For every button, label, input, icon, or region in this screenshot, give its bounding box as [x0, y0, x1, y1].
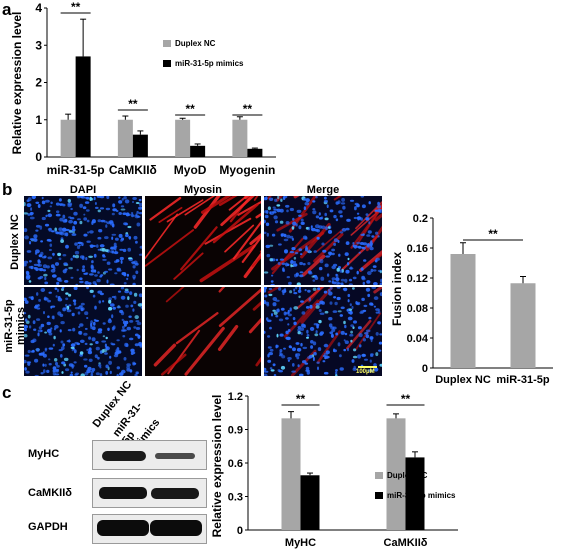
panel-letter-a: a [2, 0, 12, 19]
band-camkii-mimics [151, 488, 199, 499]
chart-c: Relative expression level 0 0.3 0.6 0.9 1.2 M… [210, 391, 458, 549]
chart-b-ytick-label: 0.04 [407, 333, 429, 345]
row-label-duplex-nc: Duplex NC [9, 214, 21, 270]
chart-a-bar [60, 119, 76, 157]
chart-c-legend-swatch [375, 492, 383, 499]
chart-a-bar [132, 134, 148, 157]
micro-merge-mimics: 100μM [264, 287, 382, 376]
blot-gapdh [92, 514, 207, 544]
chart-a-sig-label: ** [71, 0, 81, 14]
chart-a: Relative expression level 0 1 2 3 4 miR-31-5p… [10, 0, 276, 177]
chart-a-bar [232, 119, 248, 157]
chart-a-plot: 0 1 2 3 4 miR-31-5p ** CaMKIIδ ** MyoD ** Myogenin *… [35, 0, 276, 177]
band-camkii-nc [99, 487, 147, 499]
col-title-dapi: DAPI [69, 184, 97, 196]
band-myhc-nc [102, 451, 146, 461]
chart-b: Fusion index 0 0.04 0.08 0.12 0.16 0.2 Duplex … [390, 213, 553, 386]
chart-c-legend-swatch [375, 472, 383, 479]
chart-a-ytick-label: 3 [35, 38, 42, 52]
chart-a-category-label: miR-31-5p [47, 163, 105, 177]
chart-c-sig-label: ** [296, 392, 306, 406]
micro-dapi-mimics [24, 287, 142, 376]
band-gapdh-nc [97, 520, 149, 536]
panel-letter-c: c [2, 383, 12, 402]
chart-c-sig-label: ** [401, 392, 411, 406]
chart-c-plot: 0 0.3 0.6 0.9 1.2 MyHC ** CaMKIIδ ** Duplex NC miR… [228, 391, 458, 549]
chart-b-category-label: miR-31-5p [496, 374, 549, 386]
chart-a-bar [117, 119, 133, 157]
chart-a-ytick-label: 2 [35, 76, 42, 90]
blot-camkii [92, 478, 207, 508]
band-gapdh-mimics [150, 520, 202, 536]
chart-a-ytick-label: 4 [35, 1, 42, 15]
blot-label-gapdh: GAPDH [28, 521, 68, 533]
chart-a-bar [75, 56, 91, 157]
chart-b-bar [510, 283, 536, 368]
blot-label-myhc: MyHC [28, 448, 60, 460]
blot-myhc [92, 440, 207, 470]
chart-b-sig-label: ** [488, 227, 498, 241]
chart-c-ytick-label: 0.6 [228, 458, 243, 470]
chart-c-category-label: CaMKIIδ [384, 537, 428, 549]
chart-b-category-label: Duplex NC [435, 374, 491, 386]
chart-b-ytick-label: 0.08 [407, 303, 428, 315]
micro-myosin-mimics [145, 287, 261, 376]
chart-a-sig-label: ** [128, 97, 138, 111]
scale-bar [358, 366, 377, 368]
chart-a-category-label: CaMKIIδ [109, 163, 157, 177]
chart-b-ytick-label: 0.12 [407, 273, 428, 285]
chart-c-legend-label: Duplex NC [387, 471, 428, 480]
chart-a-bar [247, 148, 263, 157]
chart-a-legend-label: Duplex NC [175, 39, 216, 48]
band-myhc-mimics [155, 453, 195, 459]
chart-b-ylabel: Fusion index [390, 252, 404, 326]
chart-b-ytick-label: 0 [422, 363, 428, 375]
chart-c-bar [405, 457, 425, 530]
chart-a-legend-swatch [163, 40, 171, 47]
micro-myosin-nc [145, 196, 261, 285]
chart-c-ylabel: Relative expression level [210, 395, 224, 538]
chart-a-sig-label: ** [185, 102, 195, 116]
chart-c-bar [281, 418, 301, 530]
scale-bar-label: 100μM [356, 369, 375, 375]
chart-a-ytick-label: 1 [35, 113, 42, 127]
chart-a-legend-label: miR-31-5p mimics [175, 59, 244, 68]
chart-c-category-label: MyHC [285, 537, 316, 549]
chart-a-ylabel: Relative expression level [10, 12, 24, 155]
chart-a-bar [190, 145, 206, 157]
col-title-merge: Merge [306, 184, 340, 196]
chart-a-sig-label: ** [243, 102, 253, 116]
chart-a-bar [175, 119, 191, 157]
chart-c-ytick-label: 1.2 [228, 391, 243, 403]
chart-c-ytick-label: 0 [237, 525, 243, 537]
micro-dapi-nc [24, 196, 142, 285]
chart-b-ytick-label: 0.2 [413, 213, 428, 225]
chart-a-category-label: Myogenin [219, 163, 275, 177]
col-title-myosin: Myosin [184, 184, 222, 196]
chart-c-legend-label: miR-31-5p mimics [387, 491, 456, 500]
blot-label-camkii: CaMKIIδ [28, 487, 72, 499]
chart-a-ytick-label: 0 [35, 150, 42, 164]
chart-b-ytick-label: 0.16 [407, 243, 428, 255]
panel-letter-b: b [2, 180, 13, 199]
chart-c-bar [300, 475, 320, 530]
micro-merge-nc [264, 196, 382, 285]
chart-c-bar [386, 418, 406, 530]
chart-c-ytick-label: 0.9 [228, 425, 243, 437]
chart-a-legend-swatch [163, 60, 171, 67]
chart-a-category-label: MyoD [174, 163, 207, 177]
chart-c-ytick-label: 0.3 [228, 492, 243, 504]
chart-b-bar [450, 254, 476, 368]
